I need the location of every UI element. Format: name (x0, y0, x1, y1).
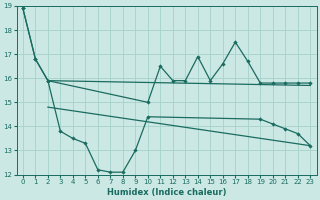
X-axis label: Humidex (Indice chaleur): Humidex (Indice chaleur) (107, 188, 226, 197)
